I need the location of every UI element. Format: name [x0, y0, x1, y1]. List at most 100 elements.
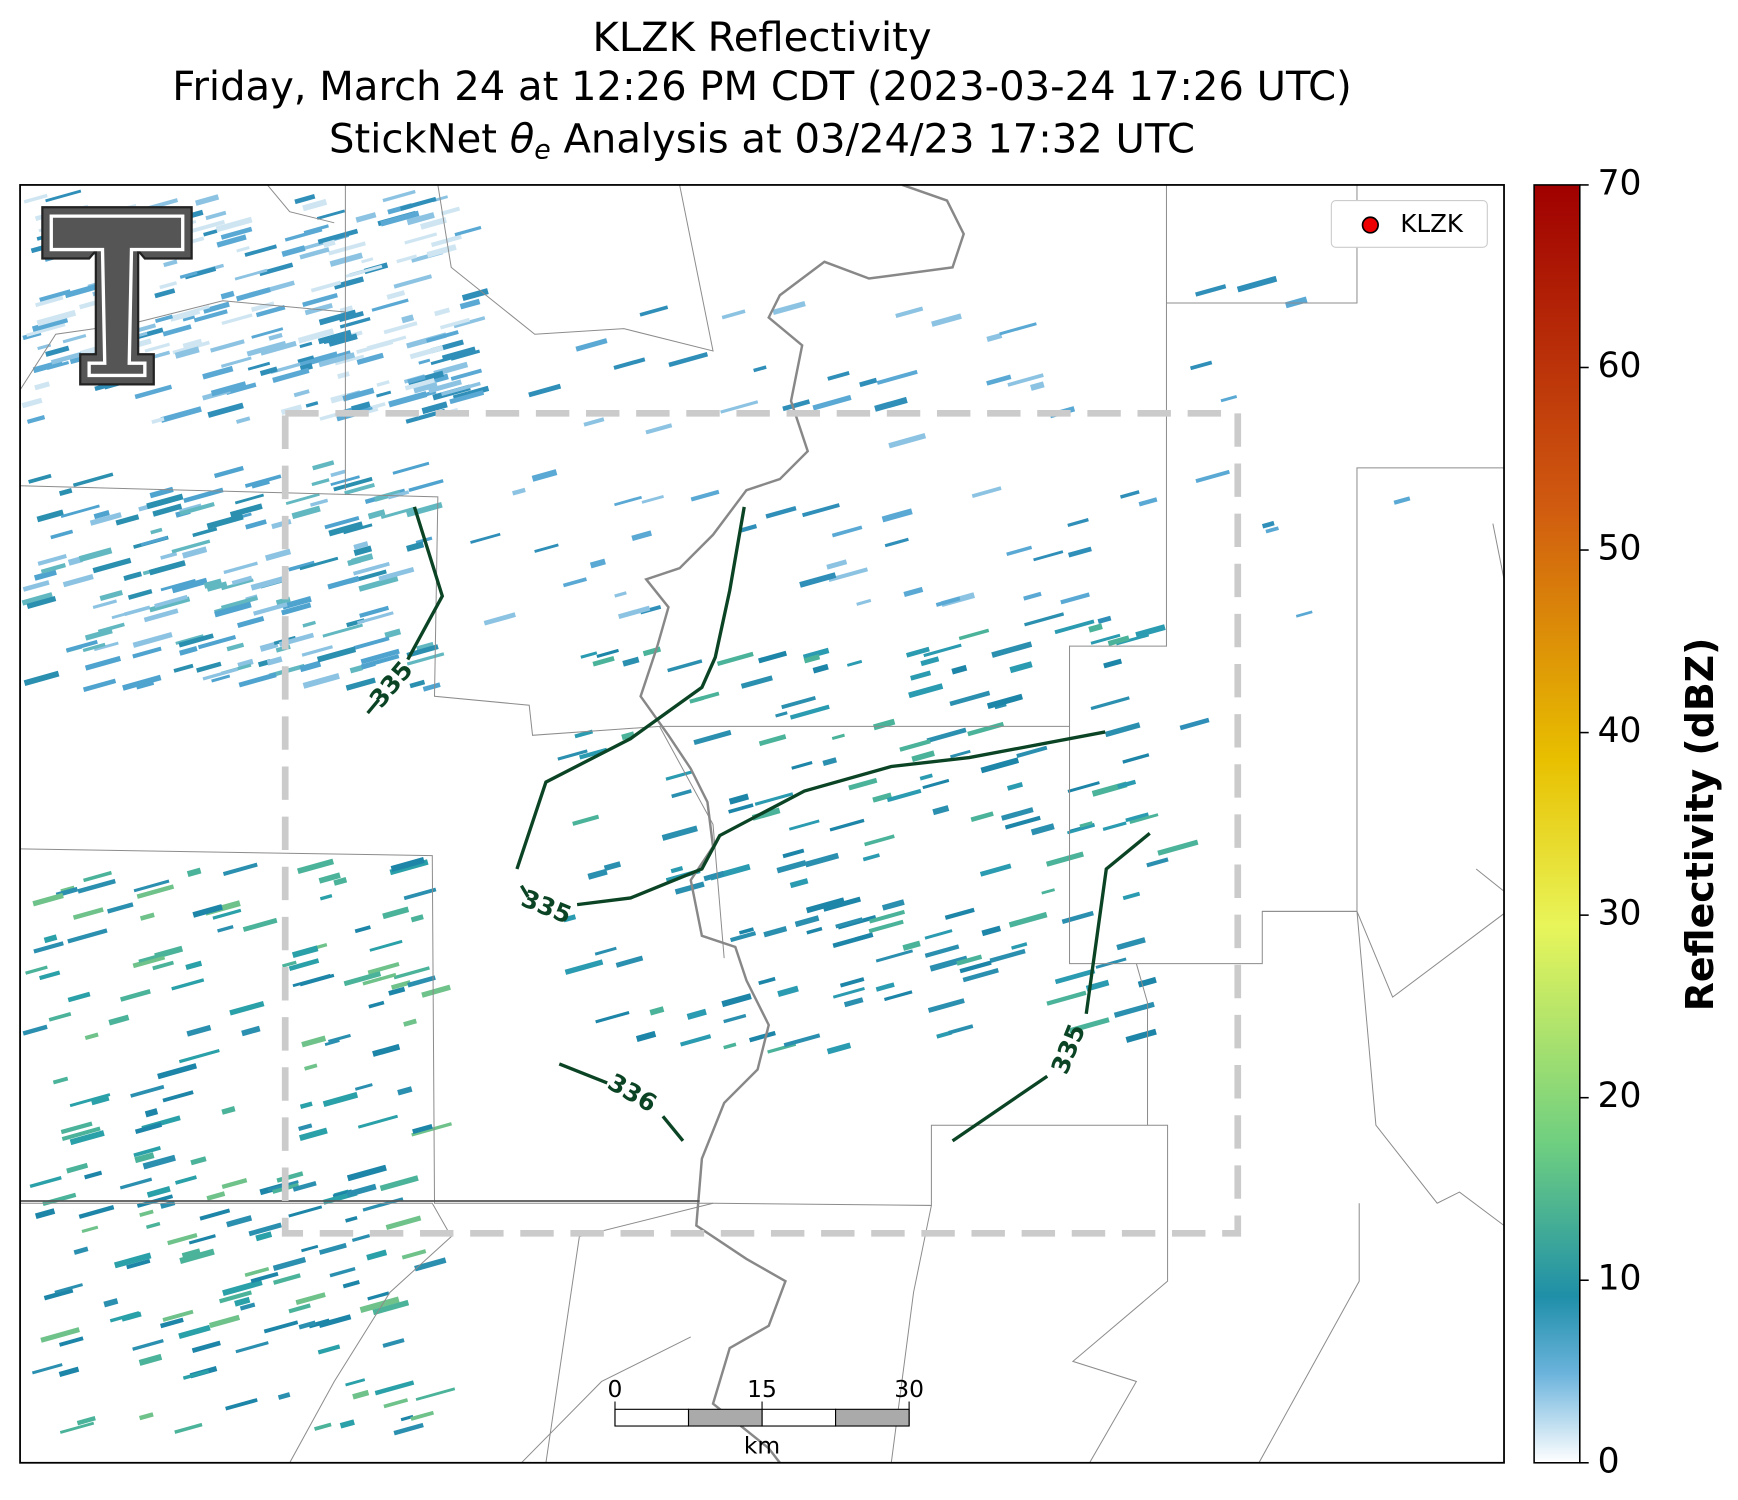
echo: [1107, 635, 1130, 647]
echo: [899, 739, 931, 752]
echo: [822, 757, 837, 767]
echo: [78, 1205, 115, 1219]
echo: [354, 1083, 373, 1091]
echo: [723, 1042, 737, 1050]
echo: [412, 1123, 433, 1134]
echo: [738, 927, 754, 935]
echo: [238, 672, 277, 688]
echo: [781, 695, 816, 710]
echo: [353, 541, 369, 550]
echo: [958, 628, 990, 641]
echo: [635, 1030, 657, 1042]
echo: [123, 571, 142, 581]
echo: [23, 670, 60, 686]
echo: [106, 902, 134, 914]
echo: [171, 539, 211, 554]
echo: [595, 1010, 630, 1024]
echo: [162, 324, 192, 337]
echo: [339, 305, 354, 315]
echo: [48, 1012, 72, 1022]
echo: [185, 960, 203, 971]
echo: [1090, 633, 1121, 645]
echo: [392, 461, 430, 475]
echo: [154, 594, 188, 608]
echo: [297, 858, 335, 875]
echo: [387, 490, 410, 500]
echo: [689, 696, 704, 704]
echo: [186, 867, 202, 878]
echo: [179, 271, 198, 279]
echo: [1079, 821, 1094, 831]
echo: [407, 975, 436, 988]
echo: [950, 749, 971, 759]
echo: [802, 647, 830, 660]
echo: [231, 575, 253, 586]
echo: [73, 1246, 89, 1255]
analysis-symbol: θ: [510, 116, 535, 162]
echo: [356, 611, 394, 625]
echo: [40, 1327, 80, 1343]
echo: [324, 1039, 340, 1046]
echo: [406, 502, 443, 518]
echo: [971, 486, 1002, 498]
echo: [614, 591, 627, 598]
echo: [613, 357, 646, 370]
echo: [179, 645, 198, 656]
echo: [1097, 615, 1112, 624]
echo: [260, 340, 297, 356]
echo: [1095, 957, 1127, 969]
echo: [264, 548, 292, 562]
echo: [39, 970, 61, 981]
echo: [302, 620, 316, 628]
echo: [188, 219, 225, 234]
echo: [1122, 891, 1141, 901]
echo: [42, 1192, 77, 1207]
echo: [60, 504, 100, 518]
echo: [470, 532, 501, 544]
echo: [297, 355, 315, 363]
scale-segment: [835, 1408, 910, 1427]
echo: [403, 887, 437, 901]
echo: [351, 1233, 371, 1242]
echo: [84, 655, 122, 671]
echo: [1102, 821, 1127, 831]
echo: [378, 566, 415, 582]
echo: [534, 543, 559, 553]
echo: [273, 1273, 301, 1285]
echo: [220, 356, 252, 368]
scale-tick-label: 0: [608, 1375, 623, 1403]
echo: [763, 926, 788, 938]
echo: [108, 1014, 130, 1026]
echo: [182, 338, 203, 349]
echo: [122, 674, 162, 691]
echo: [1116, 937, 1146, 951]
echo: [434, 307, 451, 317]
echo: [383, 1398, 409, 1409]
echo: [951, 664, 968, 675]
analysis-domain: [281, 409, 1242, 1237]
echo: [693, 729, 732, 745]
echo: [415, 1387, 456, 1401]
echo: [404, 232, 438, 245]
echo: [802, 503, 840, 518]
echo: [140, 535, 168, 547]
echo: [791, 760, 813, 770]
echo: [46, 361, 70, 371]
echo: [225, 1398, 258, 1411]
echo: [343, 523, 373, 535]
echo: [93, 641, 119, 652]
echo: [665, 770, 693, 781]
echo: [288, 1303, 311, 1314]
echo: [330, 469, 346, 478]
echo: [1004, 815, 1041, 830]
echo: [154, 288, 176, 299]
echo: [40, 563, 66, 574]
echo: [959, 960, 992, 974]
echo: [322, 333, 340, 345]
echo: [368, 1000, 385, 1009]
echo: [311, 478, 330, 487]
colorbar-tick-label: 50: [1598, 529, 1642, 569]
echo: [649, 1006, 665, 1016]
colorbar-label: Reflectivity (dBZ): [1678, 638, 1722, 1012]
